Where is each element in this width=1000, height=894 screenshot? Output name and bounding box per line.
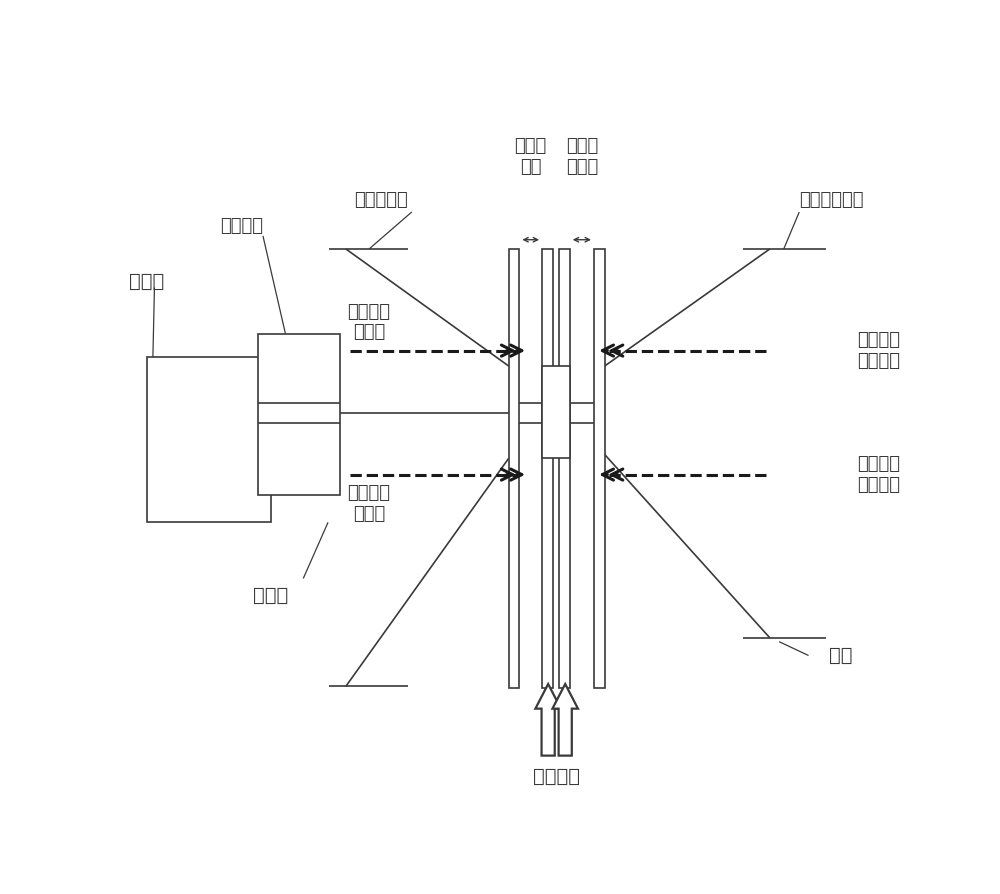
Bar xyxy=(542,249,553,687)
Text: 传动侧稀
释水量: 传动侧稀 释水量 xyxy=(348,302,391,342)
Bar xyxy=(258,333,340,495)
Bar xyxy=(509,249,519,687)
Text: 动盘: 动盘 xyxy=(829,646,852,665)
Text: 传动侧定盘: 传动侧定盘 xyxy=(354,191,408,209)
Polygon shape xyxy=(535,684,561,755)
Text: 传动侧
间隙: 传动侧 间隙 xyxy=(515,138,547,176)
Bar xyxy=(542,366,570,459)
Text: 非传动侧
稀给料量: 非传动侧 稀给料量 xyxy=(857,455,900,494)
Text: 电动机: 电动机 xyxy=(129,272,164,291)
Text: 非传动侧
稀释水量: 非传动侧 稀释水量 xyxy=(857,331,900,370)
Polygon shape xyxy=(552,684,578,755)
Text: 非传动
侧间隙: 非传动 侧间隙 xyxy=(566,138,598,176)
Bar xyxy=(147,357,271,522)
Bar xyxy=(594,249,605,687)
Text: 双进料口: 双进料口 xyxy=(533,767,580,786)
Bar xyxy=(559,249,570,687)
Text: 传动轴: 传动轴 xyxy=(253,586,288,605)
Text: 液压控制: 液压控制 xyxy=(220,217,263,235)
Text: 传动侧稀
给料量: 传动侧稀 给料量 xyxy=(348,484,391,523)
Text: 非传动侧定盘: 非传动侧定盘 xyxy=(800,191,864,209)
